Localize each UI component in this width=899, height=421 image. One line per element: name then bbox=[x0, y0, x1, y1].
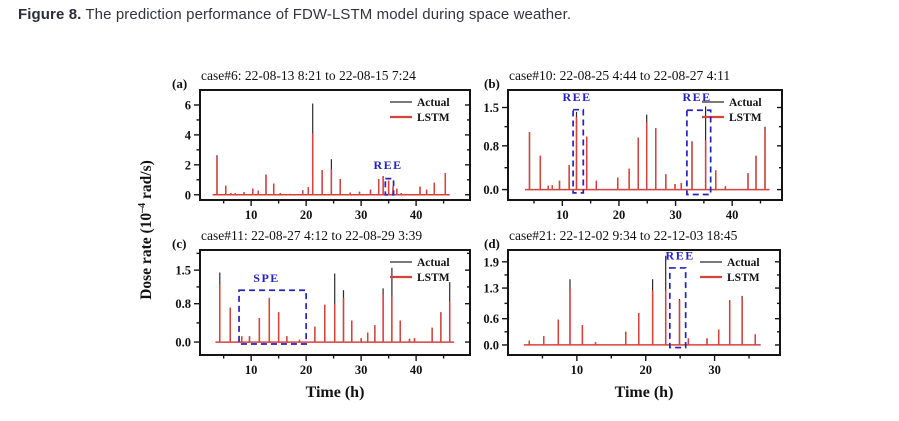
y-tick-label: 0.8 bbox=[175, 297, 191, 311]
subplot-title: case#21: 22-12-02 9:34 to 22-12-03 18:45 bbox=[509, 228, 738, 243]
plot-area bbox=[507, 249, 781, 356]
y-tick-label: 0.0 bbox=[483, 183, 499, 197]
legend: Actual LSTM bbox=[700, 257, 760, 284]
x-tick-label: 10 bbox=[556, 208, 569, 222]
legend-label-lstm: LSTM bbox=[729, 112, 762, 124]
y-tick-label: 1.5 bbox=[175, 264, 191, 278]
panel-label: (a) bbox=[172, 76, 187, 91]
legend-label-lstm: LSTM bbox=[417, 112, 450, 124]
panel-label: (d) bbox=[484, 236, 500, 251]
y-tick-label: 1.3 bbox=[483, 282, 499, 296]
x-tick-label: 20 bbox=[300, 363, 313, 377]
figure-caption-text: The prediction performance of FDW-LSTM m… bbox=[81, 6, 572, 23]
x-tick-label: 40 bbox=[410, 363, 423, 377]
annotation-label-ree: REE bbox=[682, 90, 711, 104]
x-tick-label: 40 bbox=[410, 208, 423, 222]
x-tick-label: 10 bbox=[571, 363, 584, 377]
y-tick-label: 0.8 bbox=[483, 139, 499, 153]
legend-label-actual: Actual bbox=[417, 257, 450, 269]
subplot-title: case#10: 22-08-25 4:44 to 22-08-27 4:11 bbox=[509, 68, 730, 83]
subplot-d: case#21: 22-12-02 9:34 to 22-12-03 18:45… bbox=[483, 228, 781, 401]
x-tick-label: 20 bbox=[639, 363, 652, 377]
y-axis-label-sup: –4 bbox=[137, 202, 148, 213]
legend-label-actual: Actual bbox=[729, 97, 762, 109]
legend-label-lstm: LSTM bbox=[727, 272, 760, 284]
subplot-c: case#11: 22-08-27 4:12 to 22-08-29 3:39 (… bbox=[172, 228, 471, 401]
series-lstm bbox=[523, 288, 761, 346]
x-tick-label: 30 bbox=[708, 363, 721, 377]
y-tick-label: 0.0 bbox=[175, 336, 191, 350]
x-tick-label: 20 bbox=[300, 208, 313, 222]
subplot-title: case#11: 22-08-27 4:12 to 22-08-29 3:39 bbox=[201, 228, 422, 243]
annotation-label-ree: REE bbox=[562, 90, 591, 104]
plot-area bbox=[199, 249, 471, 356]
figure-caption: Figure 8. The prediction performance of … bbox=[18, 6, 571, 23]
annotation-label-ree: REE bbox=[373, 158, 402, 172]
series-actual bbox=[528, 255, 756, 345]
panel-label: (b) bbox=[484, 76, 500, 91]
y-tick-label: 1.5 bbox=[483, 101, 499, 115]
series-lstm bbox=[525, 116, 770, 191]
x-axis-label: Time (h) bbox=[306, 384, 365, 401]
subplot-a: case#6: 22-08-13 8:21 to 22-08-15 7:24 (a… bbox=[172, 68, 471, 222]
annotation-box-ree bbox=[384, 177, 395, 196]
annotation-label-ree: REE bbox=[666, 249, 695, 263]
annotation-box-ree bbox=[668, 267, 687, 349]
y-tick-label: 0.6 bbox=[483, 312, 499, 326]
plot-area bbox=[199, 89, 471, 201]
annotation-box-spe bbox=[238, 289, 307, 345]
annotation-box-ree bbox=[572, 108, 585, 194]
legend: Actual LSTM bbox=[702, 97, 762, 124]
y-tick-label: 4 bbox=[185, 128, 192, 142]
annotation-label-spe: SPE bbox=[253, 271, 280, 285]
y-tick-label: 6 bbox=[185, 98, 191, 112]
x-axis-label: Time (h) bbox=[615, 384, 674, 401]
x-tick-label: 30 bbox=[355, 208, 368, 222]
legend: Actual LSTM bbox=[390, 257, 450, 284]
subplot-b: case#10: 22-08-25 4:44 to 22-08-27 4:11 (… bbox=[483, 68, 783, 222]
x-tick-label: 20 bbox=[613, 208, 626, 222]
x-tick-label: 10 bbox=[245, 208, 258, 222]
series-lstm bbox=[215, 284, 455, 343]
plot-area bbox=[507, 89, 783, 201]
panel-label: (c) bbox=[172, 236, 186, 251]
x-tick-label: 40 bbox=[726, 208, 739, 222]
x-tick-label: 10 bbox=[245, 363, 258, 377]
y-tick-label: 0 bbox=[185, 188, 191, 202]
y-tick-label: 0.0 bbox=[483, 338, 499, 352]
subplot-title: case#6: 22-08-13 8:21 to 22-08-15 7:24 bbox=[201, 68, 416, 83]
y-tick-label: 2 bbox=[185, 158, 191, 172]
figure-caption-label: Figure 8. bbox=[18, 6, 82, 23]
y-tick-label: 1.9 bbox=[483, 255, 499, 269]
x-tick-label: 30 bbox=[355, 363, 368, 377]
legend-label-lstm: LSTM bbox=[417, 272, 450, 284]
legend-label-actual: Actual bbox=[417, 97, 450, 109]
x-tick-label: 30 bbox=[669, 208, 682, 222]
annotation-box-ree bbox=[686, 109, 712, 196]
legend-label-actual: Actual bbox=[727, 257, 760, 269]
legend: Actual LSTM bbox=[390, 97, 450, 124]
